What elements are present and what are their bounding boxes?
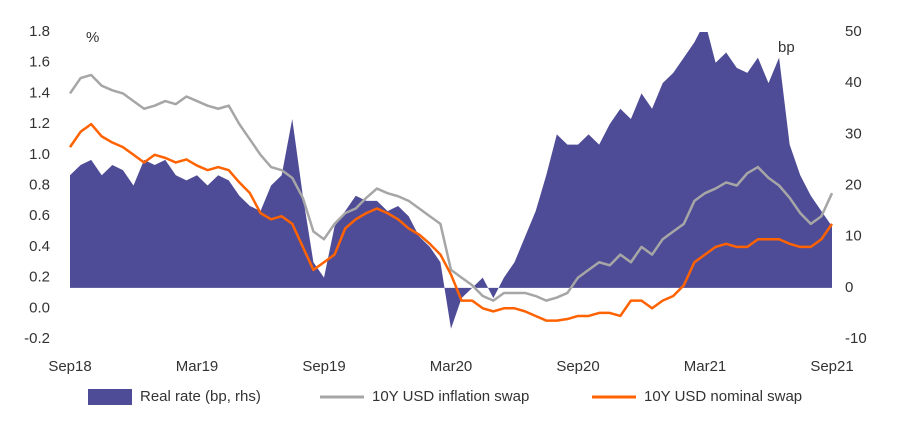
y2-tick-label: 50 — [845, 23, 862, 40]
x-tick-label: Sep19 — [302, 358, 345, 375]
line — [68, 73, 834, 302]
y2-tick-label: 0 — [845, 279, 853, 296]
y2-tick-label: 20 — [845, 176, 862, 193]
line — [68, 122, 834, 322]
y-tick-label: -0.2 — [24, 330, 50, 347]
x-tick-label: Sep21 — [810, 358, 853, 375]
y-axis-label: % — [86, 29, 99, 46]
y2-tick-label: 40 — [845, 74, 862, 91]
y-tick-label: 0.8 — [29, 176, 50, 193]
legend-label: Real rate (bp, rhs) — [140, 388, 261, 405]
y-tick-label: 1.2 — [29, 115, 50, 132]
y-tick-label: 1.6 — [29, 54, 50, 71]
y2-tick-label: 10 — [845, 228, 862, 245]
y-tick-label: 0.0 — [29, 299, 50, 316]
y-tick-label: 0.4 — [29, 238, 50, 255]
y2-tick-label: -10 — [845, 330, 867, 347]
y-tick-label: 1.4 — [29, 84, 50, 101]
x-tick-label: Mar21 — [684, 358, 727, 375]
y2-axis-label: bp — [778, 39, 795, 56]
area — [70, 32, 832, 329]
y-tick-label: 1.0 — [29, 146, 50, 163]
y-tick-label: 1.8 — [29, 23, 50, 40]
x-tick-label: Sep20 — [556, 358, 599, 375]
legend-label: 10Y USD inflation swap — [372, 388, 529, 405]
x-tick-label: Mar20 — [430, 358, 473, 375]
x-tick-label: Mar19 — [176, 358, 219, 375]
y-tick-label: 0.2 — [29, 269, 50, 286]
x-tick-label: Sep18 — [48, 358, 91, 375]
plot-area — [68, 32, 834, 329]
legend-swatch — [88, 389, 132, 405]
y2-tick-label: 30 — [845, 125, 862, 142]
y-tick-label: 0.6 — [29, 207, 50, 224]
legend-label: 10Y USD nominal swap — [644, 388, 802, 405]
